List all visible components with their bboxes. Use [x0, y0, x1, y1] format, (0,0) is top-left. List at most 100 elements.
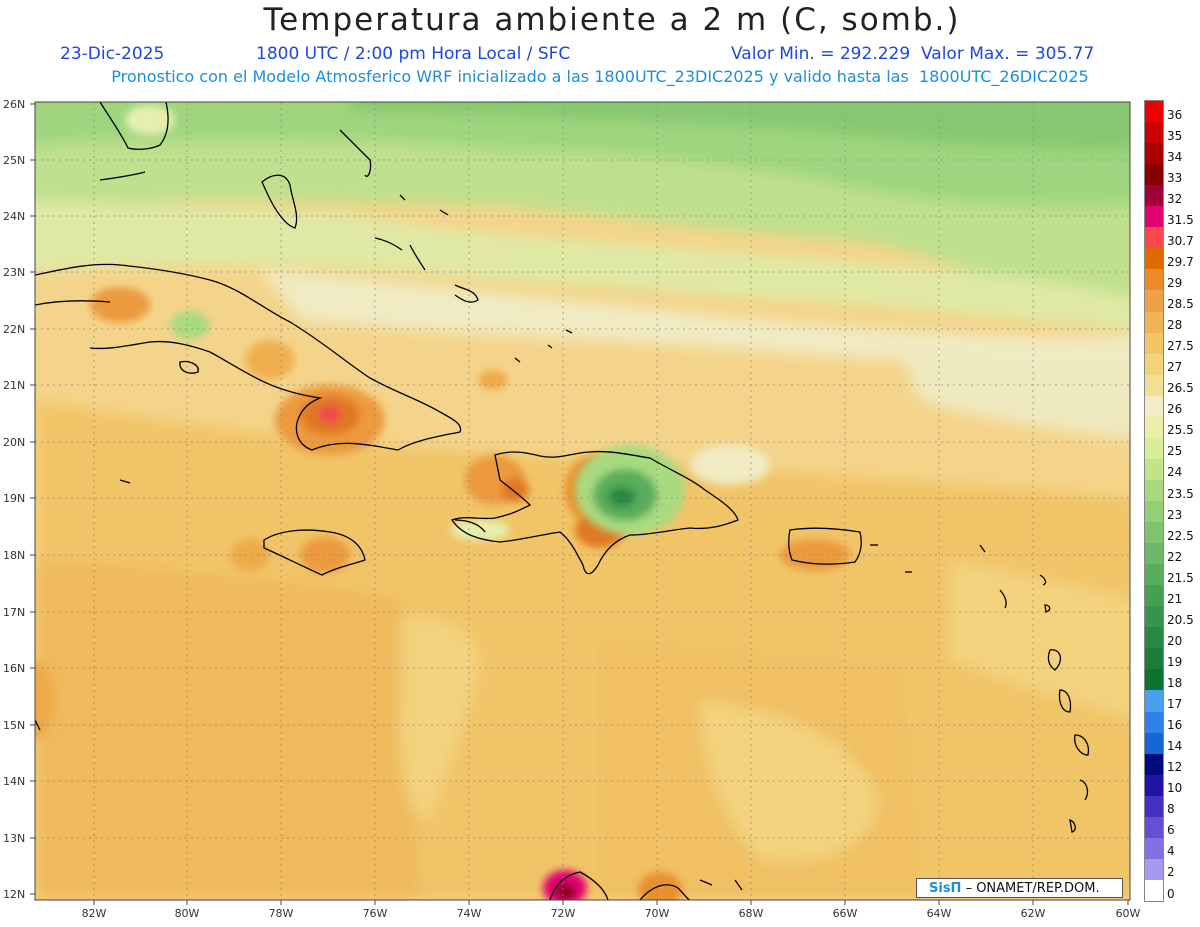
- legend-swatch: [1145, 522, 1163, 544]
- sispi-logo: SisΠ: [929, 881, 962, 896]
- lat-label: 13N: [3, 832, 25, 845]
- legend-swatch: [1145, 416, 1163, 439]
- lat-label: 24N: [3, 210, 25, 223]
- legend-swatch: [1145, 858, 1163, 881]
- legend-label: 22.5: [1167, 528, 1194, 543]
- legend-swatch: [1145, 753, 1163, 776]
- legend-swatch: [1145, 227, 1163, 249]
- lon-label: 76W: [363, 907, 388, 920]
- legend-label: 20: [1167, 633, 1183, 648]
- latitude-axis: 26N 25N 24N 23N 22N 21N 20N 19N 18N 17N …: [3, 98, 25, 901]
- legend-swatch: [1145, 648, 1163, 670]
- credit-text: – ONAMET/REP.DOM.: [961, 881, 1100, 896]
- legend-label: 31.5: [1167, 212, 1194, 227]
- legend-label: 21.5: [1167, 570, 1194, 585]
- legend-label: 26.5: [1167, 381, 1194, 396]
- legend-label: 17: [1167, 697, 1183, 712]
- lon-label: 82W: [82, 907, 107, 920]
- lat-label: 21N: [3, 379, 25, 392]
- legend-swatch: [1145, 585, 1163, 607]
- legend-swatch: [1145, 374, 1163, 397]
- legend-label: 29: [1167, 276, 1183, 290]
- legend-label: 29.7: [1167, 254, 1194, 269]
- lat-label: 16N: [3, 662, 25, 675]
- lon-label: 80W: [175, 907, 200, 920]
- lon-label: 68W: [739, 907, 764, 920]
- legend-label: 23.5: [1167, 486, 1194, 501]
- lon-label: 60W: [1116, 907, 1141, 920]
- legend-swatch: [1145, 879, 1163, 902]
- legend-swatch: [1145, 816, 1163, 839]
- forecast-time: 1800 UTC / 2:00 pm Hora Local / SFC: [256, 44, 571, 64]
- lat-label: 23N: [3, 266, 25, 279]
- legend-label: 6: [1167, 823, 1175, 838]
- legend-swatch: [1145, 627, 1163, 649]
- lat-label: 14N: [3, 775, 25, 788]
- legend-swatch: [1145, 795, 1163, 818]
- lat-label: 26N: [3, 98, 25, 111]
- forecast-date: 23-Dic-2025: [60, 44, 165, 64]
- temperature-field: [35, 102, 1130, 900]
- legend-label: 21: [1167, 591, 1183, 606]
- lon-label: 66W: [833, 907, 858, 920]
- legend-swatch: [1145, 690, 1163, 713]
- legend-label: 25: [1167, 444, 1183, 459]
- lon-label: 74W: [457, 907, 482, 920]
- legend-label: 27: [1167, 360, 1183, 375]
- legend-swatch: [1145, 311, 1163, 334]
- legend-label: 18: [1167, 676, 1183, 690]
- legend-label: 24: [1167, 465, 1183, 480]
- legend-swatch: [1145, 711, 1163, 734]
- map-title: Temperatura ambiente a 2 m (C, somb.): [263, 2, 961, 38]
- legend-label: 35: [1167, 128, 1183, 143]
- legend-label: 8: [1167, 802, 1175, 817]
- legend-swatch: [1145, 269, 1163, 291]
- legend-swatch: [1145, 458, 1163, 481]
- legend-swatch: [1145, 732, 1163, 755]
- lat-label: 20N: [3, 436, 25, 449]
- lat-label: 19N: [3, 492, 25, 505]
- legend-swatch: [1145, 101, 1163, 123]
- lat-label: 25N: [3, 154, 25, 167]
- legend-label: 28.5: [1167, 297, 1194, 312]
- legend-label: 14: [1167, 739, 1183, 754]
- legend-swatch: [1145, 501, 1163, 523]
- legend-swatch: [1145, 248, 1163, 270]
- legend-label: 36: [1167, 107, 1183, 122]
- lat-label: 22N: [3, 323, 25, 336]
- lon-label: 70W: [645, 907, 670, 920]
- legend-swatch: [1145, 564, 1163, 586]
- coastlines: [35, 102, 1090, 900]
- legend-swatch: [1145, 206, 1163, 228]
- legend-swatch: [1145, 164, 1163, 186]
- legend-swatch: [1145, 543, 1163, 565]
- model-description: Pronostico con el Modelo Atmosferico WRF…: [111, 67, 1089, 86]
- legend-swatch: [1145, 290, 1163, 313]
- legend-label: 4: [1167, 844, 1175, 859]
- lat-label: 15N: [3, 719, 25, 732]
- lon-label: 78W: [269, 907, 294, 920]
- legend-swatch: [1145, 837, 1163, 860]
- lon-label: 62W: [1021, 907, 1046, 920]
- plot-frame: [34, 101, 1131, 901]
- legend-label: 30.7: [1167, 233, 1194, 248]
- legend-label: 0: [1167, 886, 1175, 901]
- value-range: Valor Min. = 292.229 Valor Max. = 305.77: [731, 44, 1095, 64]
- lon-label: 72W: [551, 907, 576, 920]
- legend-label: 34: [1167, 149, 1183, 164]
- lat-label: 12N: [3, 888, 25, 901]
- legend-label: 10: [1167, 781, 1183, 796]
- legend-swatch: [1145, 395, 1163, 418]
- color-scale-legend: [1144, 100, 1164, 902]
- credit-box: SisΠ – ONAMET/REP.DOM.: [916, 878, 1123, 898]
- legend-swatch: [1145, 606, 1163, 628]
- lon-label: 64W: [927, 907, 952, 920]
- lat-label: 18N: [3, 549, 25, 562]
- legend-label: 19: [1167, 654, 1183, 669]
- legend-label: 33: [1167, 170, 1183, 185]
- legend-label: 32: [1167, 191, 1183, 206]
- legend-label: 27.5: [1167, 339, 1194, 354]
- legend-swatch: [1145, 332, 1163, 355]
- legend-label: 28: [1167, 318, 1183, 333]
